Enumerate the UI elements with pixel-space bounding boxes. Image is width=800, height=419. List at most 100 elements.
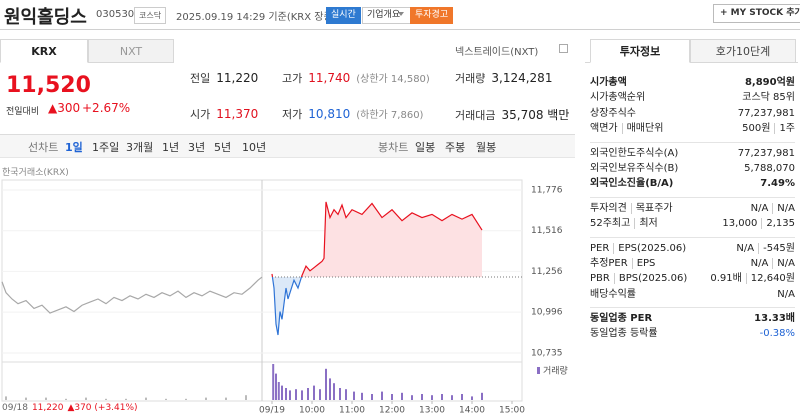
help-icon[interactable] [559, 44, 568, 53]
value-part: 13.33배 [754, 313, 795, 325]
label-part: 추정PER [590, 257, 628, 269]
summary-label: 거래대금 [455, 109, 496, 122]
volume-bar [329, 378, 331, 400]
nxt-link[interactable]: 넥스트레이드(NXT) [455, 47, 539, 58]
value-part: 코스닥 85위 [742, 92, 795, 104]
summary-cell: 거래량 3,124,281 [455, 70, 552, 86]
label-part: 매매단위 [621, 123, 664, 135]
label-part: 투자의견 [590, 202, 627, 214]
volume-bar [353, 391, 355, 400]
info-value: N/A -545원 [736, 241, 795, 256]
info-value: -0.38% [760, 326, 795, 341]
label-part: 액면가 [590, 123, 618, 135]
info-row: 추정PER EPS N/A N/A [590, 256, 795, 271]
krx-tab[interactable]: KRX [0, 39, 88, 63]
volume-legend: 거래량 [543, 365, 568, 377]
market-badge: 코스닥 [134, 7, 167, 24]
volume-bar [25, 397, 27, 400]
value-part: 5,788,070 [744, 162, 795, 174]
invest-tab[interactable]: 투자정보 [590, 39, 690, 63]
my-stock-button[interactable]: + MY STOCK 추가 [713, 4, 800, 23]
value-part: -545원 [758, 242, 795, 254]
value-part: -0.38% [759, 328, 795, 340]
candle-tab[interactable]: 월봉 [476, 141, 497, 154]
nxt-tab[interactable]: NXT [88, 39, 174, 63]
volume-legend-swatch [537, 367, 540, 374]
period-tab[interactable]: 1주일 [92, 141, 120, 154]
info-value: 77,237,981 [738, 106, 795, 121]
label-part: PBR [590, 273, 610, 285]
hover-date: 09/18 [2, 403, 28, 413]
volume-bar [451, 395, 453, 400]
volume-bar [381, 391, 383, 400]
volume-bar [185, 398, 187, 400]
info-value: 0.91배 12,640원 [710, 271, 795, 286]
y-tick-label: 10,735 [531, 349, 563, 359]
line-chart-label: 선차트 [28, 141, 59, 154]
info-row: 동일업종 PER 13.33배 [590, 311, 795, 326]
x-tick-label: 12:00 [379, 406, 405, 416]
label-part: BPS(2025.06) [613, 273, 688, 285]
label-part: 외국인한도주식수(A) [590, 147, 679, 159]
label-part: 시가총액 [590, 77, 627, 88]
y-tick-label: 11,516 [531, 226, 563, 236]
value-part: N/A [772, 257, 795, 269]
info-label: PBR BPS(2025.06) [590, 271, 688, 286]
period-bar [0, 134, 575, 158]
period-tab[interactable]: 3년 [188, 141, 206, 154]
volume-bar [431, 395, 433, 400]
label-part: 52주최고 [590, 218, 631, 230]
candle-tab[interactable]: 주봉 [445, 141, 466, 154]
value-part: 1주 [774, 123, 795, 135]
orderbook-tab[interactable]: 호가10단계 [690, 39, 796, 63]
volume-bar [391, 394, 393, 400]
volume-bar [325, 368, 327, 400]
volume-bar [289, 390, 291, 400]
label-part: EPS [631, 257, 656, 269]
volume-bar [295, 389, 297, 400]
company-button[interactable]: 기업개요 [362, 7, 415, 24]
info-row: 배당수익률 N/A [590, 287, 795, 302]
warning-badge: 투자경고 [410, 7, 454, 24]
candle-tab[interactable]: 일봉 [415, 141, 436, 154]
volume-bar [339, 388, 341, 400]
period-tab[interactable]: 3개월 [126, 141, 154, 154]
info-row: 외국인한도주식수(A) 77,237,981 [590, 146, 795, 161]
period-tab[interactable]: 1년 [162, 141, 180, 154]
candle-chart-label: 봉차트 [378, 141, 409, 154]
info-value: 8,890억원 [745, 75, 795, 90]
period-tab[interactable]: 10년 [242, 141, 267, 154]
volume-bar [371, 394, 373, 400]
change-label: 전일대비 [6, 107, 40, 117]
info-group: PER EPS(2025.06) N/A -545원 추정PER EPS N/A N/A PBR… [590, 238, 795, 309]
value-part: 8,890억원 [744, 77, 795, 88]
summary-cell: 전일 11,220 [190, 70, 258, 86]
period-tab[interactable]: 5년 [214, 141, 232, 154]
volume-bar [125, 398, 127, 400]
value-part: N/A [772, 202, 795, 214]
period-tab[interactable]: 1일 [65, 141, 83, 154]
x-tick-label: 14:00 [459, 406, 485, 416]
label-part: 배당수익률 [590, 288, 636, 300]
volume-bar [272, 364, 275, 400]
timestamp: 2025.09.19 14:29 기준(KRX 장중) [176, 12, 337, 23]
volume-bar [411, 395, 413, 400]
info-value: 77,237,981 [738, 146, 795, 161]
stock-name: 원익홀딩스 [4, 7, 87, 28]
info-row: 시가총액 8,890억원 [590, 75, 795, 90]
stock-code: 030530 [96, 9, 135, 20]
current-price: 11,520 [6, 73, 91, 98]
volume-bar [307, 388, 309, 400]
info-group: 투자의견 목표주가 N/A N/A 52주최고 최저 13,000 2,135 [590, 198, 795, 238]
info-row: 시가총액순위 코스닥 85위 [590, 90, 795, 105]
volume-bar [481, 392, 483, 400]
info-group: 시가총액 8,890억원 시가총액순위 코스닥 85위 상장주식수 77,237,981 액… [590, 72, 795, 143]
volume-bar [275, 373, 277, 400]
value-part: 12,640원 [745, 273, 795, 285]
area [272, 201, 482, 335]
realtime-badge[interactable]: 실시간 [326, 7, 361, 24]
info-row: PER EPS(2025.06) N/A -545원 [590, 241, 795, 256]
volume-bar [165, 398, 167, 400]
x-tick-label: 15:00 [499, 406, 525, 416]
